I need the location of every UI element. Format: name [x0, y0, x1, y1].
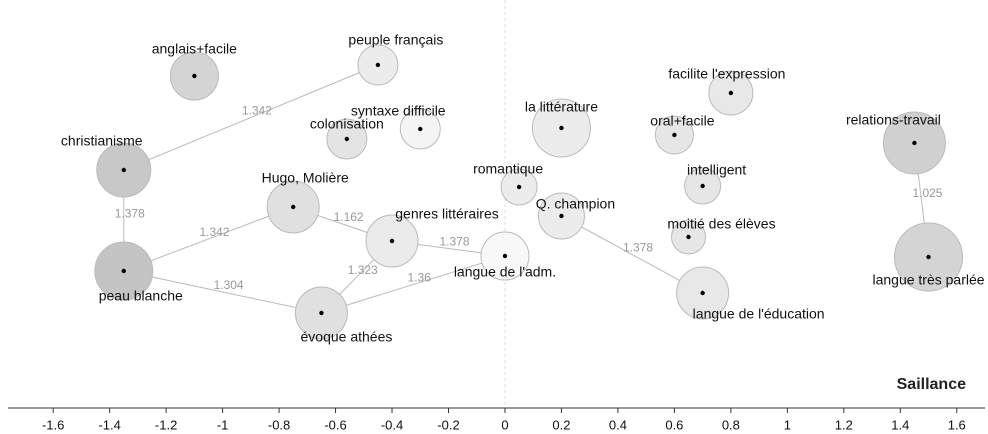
- node-label: Q. champion: [536, 196, 615, 212]
- node-center: [559, 213, 564, 219]
- x-tick-label: -0.4: [381, 417, 403, 432]
- edge-label: 1.342: [199, 225, 229, 239]
- edge-label: 1.304: [214, 278, 244, 292]
- node-center: [389, 238, 395, 244]
- x-tick-label: 0.2: [552, 417, 570, 432]
- x-tick-label: -1.2: [155, 417, 177, 432]
- edge: [321, 255, 506, 314]
- edge: [123, 270, 322, 314]
- node-center: [319, 310, 324, 316]
- node-label: syntaxe difficile: [351, 103, 446, 119]
- node-label: peau blanche: [99, 288, 183, 304]
- edge: [123, 64, 379, 171]
- node-center: [121, 167, 126, 173]
- x-tick-label: 1: [784, 417, 791, 432]
- x-tick-label: 1.4: [891, 417, 909, 432]
- node-center: [672, 132, 677, 138]
- node-center: [418, 126, 423, 132]
- x-tick-label: 1.6: [948, 417, 966, 432]
- node-label: genres littéraires: [395, 206, 499, 222]
- edge: [123, 206, 294, 272]
- node-label: facilite l'expression: [668, 66, 785, 82]
- node-center: [686, 234, 691, 240]
- node-center: [375, 62, 381, 68]
- node-label: langue de l'adm.: [454, 264, 556, 280]
- node-label: christianisme: [61, 133, 143, 149]
- edge-label: 1.162: [334, 210, 364, 224]
- x-tick-label: -1.4: [98, 417, 120, 432]
- node-label: peuple français: [348, 32, 443, 48]
- x-tick-label: -0.2: [437, 417, 459, 432]
- node-center: [700, 290, 705, 296]
- x-tick-label: 0.6: [665, 417, 683, 432]
- node-label: langue très parlée: [872, 272, 984, 288]
- edge-label: 1.342: [242, 104, 272, 118]
- node-label: romantique: [473, 161, 543, 177]
- x-tick-label: -1.6: [42, 417, 64, 432]
- edge-label: 1.378: [623, 241, 653, 255]
- x-tick-label: -0.8: [268, 417, 290, 432]
- node-center: [912, 140, 917, 146]
- node-label: langue de l'éducation: [693, 306, 825, 322]
- x-tick-label: -0.6: [324, 417, 346, 432]
- node-center: [121, 268, 126, 274]
- edge: [561, 215, 703, 294]
- x-tick-label: -1: [217, 417, 229, 432]
- edge-label: 1.025: [912, 186, 942, 200]
- node-center: [728, 90, 734, 96]
- x-tick-label: 0: [501, 417, 508, 432]
- node-center: [344, 136, 350, 142]
- x-axis-title: Saillance: [897, 376, 966, 393]
- node-label: relations-travail: [846, 112, 941, 128]
- node-center: [502, 253, 508, 259]
- x-tick-label: 1.2: [835, 417, 853, 432]
- node-label: intelligent: [687, 162, 746, 178]
- node-label: anglais+facile: [152, 41, 237, 57]
- node-label: moitié des élèves: [667, 216, 775, 232]
- edge-label: 1.378: [439, 235, 469, 249]
- edge-label: 1.323: [348, 263, 378, 277]
- x-tick-label: 0.8: [722, 417, 740, 432]
- node-center: [290, 204, 296, 210]
- node-center: [192, 73, 197, 79]
- edge-label: 1.36: [408, 271, 432, 285]
- node-center: [559, 125, 564, 131]
- node-label: oral+facile: [650, 113, 714, 129]
- node-center: [700, 183, 705, 189]
- node-center: [926, 254, 931, 260]
- node-label: Hugo, Molière: [262, 170, 349, 186]
- node-label: la littérature: [525, 99, 598, 115]
- node-label: colonisation: [310, 116, 384, 132]
- node-center: [516, 184, 522, 190]
- x-tick-label: 0.4: [609, 417, 627, 432]
- node-label: évoque athées: [301, 329, 393, 345]
- edge-label: 1.378: [115, 207, 145, 221]
